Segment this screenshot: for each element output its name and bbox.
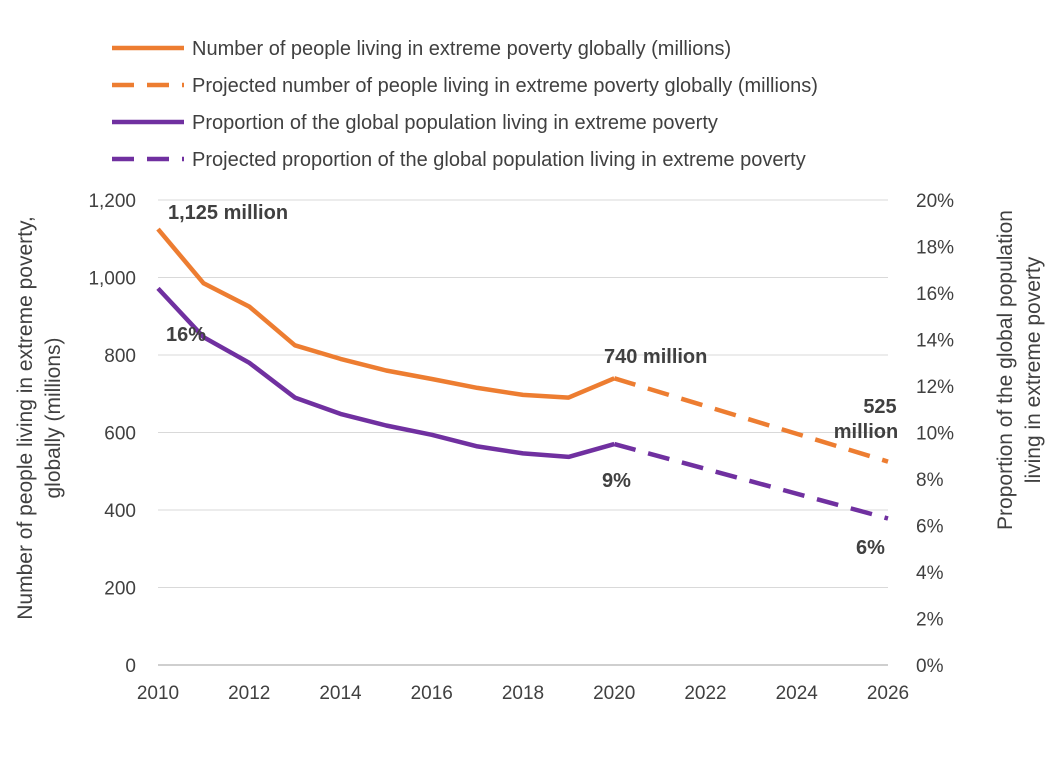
x-tick-label: 2026 <box>867 683 909 704</box>
right-tick-label: 16% <box>916 284 954 305</box>
series-line-1 <box>156 227 616 400</box>
legend-label-1: Number of people living in extreme pover… <box>192 38 731 60</box>
data-label: 525 <box>863 396 896 418</box>
x-tick-label: 2020 <box>593 683 635 704</box>
gridlines <box>158 199 888 588</box>
right-axis-title-line2: living in extreme poverty <box>1022 256 1045 483</box>
right-tick-label: 0% <box>916 656 944 677</box>
x-tick-label: 2018 <box>502 683 544 704</box>
left-axis-title-line1: Number of people living in extreme pover… <box>14 216 37 619</box>
legend-label-4: Projected proportion of the global popul… <box>192 149 806 171</box>
series-line-2 <box>613 376 889 464</box>
left-tick-label: 200 <box>104 579 136 600</box>
legend-label-3: Proportion of the global population livi… <box>192 112 718 134</box>
x-tick-label: 2010 <box>137 683 179 704</box>
x-tick-label: 2022 <box>684 683 726 704</box>
left-tick-label: 400 <box>104 501 136 522</box>
data-label: 1,125 million <box>168 202 288 224</box>
axes: 0 200 400 600 800 1,000 1,200 0% 2% 4% 6% 8% 10% 12% 1… <box>88 191 954 704</box>
right-axis-title-line1: Proportion of the global population <box>994 210 1017 530</box>
left-tick-label: 1,000 <box>88 269 136 290</box>
legend: Number of people living in extreme pover… <box>112 38 818 171</box>
right-tick-label: 4% <box>916 563 944 584</box>
series-line-3 <box>156 286 615 460</box>
right-tick-label: 10% <box>916 424 954 445</box>
x-tick-label: 2012 <box>228 683 270 704</box>
right-tick-label: 12% <box>916 377 954 398</box>
left-axis-title-line2: globally (millions) <box>42 337 65 498</box>
annotations: 1,125 million 740 million 525 million 16% 9% 6… <box>166 202 898 559</box>
data-label: 16% <box>166 324 206 346</box>
legend-label-2: Projected number of people living in ext… <box>192 75 818 97</box>
right-tick-label: 18% <box>916 238 954 259</box>
right-tick-label: 20% <box>916 191 954 212</box>
series-line-4 <box>613 441 889 521</box>
right-tick-label: 8% <box>916 470 944 491</box>
data-label: million <box>834 421 898 443</box>
left-tick-label: 0 <box>125 656 136 677</box>
right-tick-label: 14% <box>916 331 954 352</box>
series-lines <box>156 227 889 521</box>
left-tick-label: 600 <box>104 424 136 445</box>
x-tick-label: 2014 <box>319 683 362 704</box>
x-tick-label: 2016 <box>411 683 453 704</box>
data-label: 9% <box>602 470 631 492</box>
x-tick-label: 2024 <box>776 683 819 704</box>
data-label: 740 million <box>604 346 707 368</box>
axis-titles: Number of people living in extreme pover… <box>14 210 1045 620</box>
right-tick-label: 6% <box>916 517 944 538</box>
left-tick-label: 1,200 <box>88 191 136 212</box>
left-tick-label: 800 <box>104 346 136 367</box>
data-label: 6% <box>856 537 885 559</box>
right-tick-label: 2% <box>916 610 944 631</box>
